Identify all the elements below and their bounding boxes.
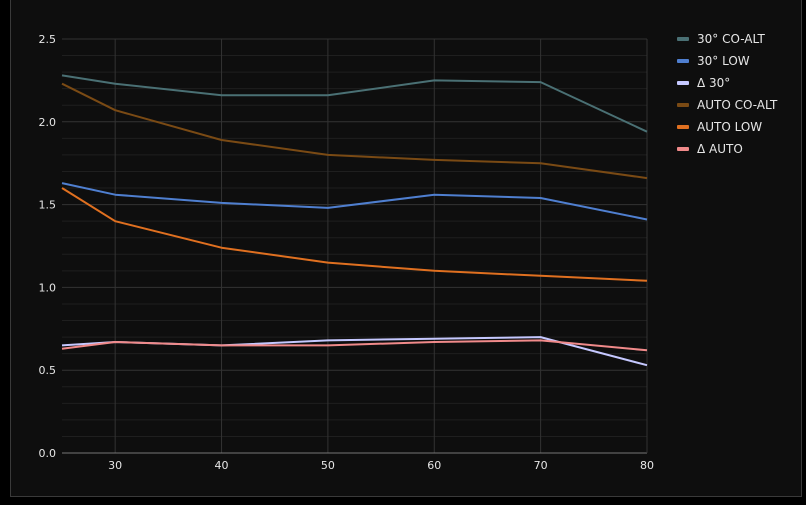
legend-swatch	[677, 37, 689, 41]
legend-swatch	[677, 81, 689, 85]
legend[interactable]: 30° CO-ALT 30° LOW Δ 30° AUTO CO-ALT AUTO LO…	[677, 32, 778, 156]
legend-item[interactable]: Δ 30°	[677, 76, 730, 90]
legend-item[interactable]: Δ AUTO	[677, 142, 743, 156]
legend-label: AUTO CO-ALT	[697, 98, 778, 112]
series-line-4	[61, 187, 648, 282]
y-tick-label: 2.5	[39, 33, 57, 46]
legend-label: AUTO LOW	[697, 120, 762, 134]
chart-panel	[10, 0, 802, 497]
legend-label: Δ AUTO	[697, 142, 743, 156]
series-line-5	[61, 339, 648, 352]
series-lines	[61, 74, 648, 367]
series-line-1	[61, 182, 648, 221]
legend-swatch	[677, 103, 689, 107]
axes	[62, 39, 648, 454]
y-tick-label: 0.0	[39, 447, 57, 460]
legend-label: 30° CO-ALT	[697, 32, 766, 46]
legend-swatch	[677, 59, 689, 63]
legend-swatch	[677, 147, 689, 151]
legend-label: Δ 30°	[697, 76, 730, 90]
y-tick-label: 2.0	[39, 116, 57, 129]
y-tick-label: 1.0	[39, 281, 57, 294]
x-tick-label: 40	[215, 459, 229, 472]
x-tick-label: 80	[640, 459, 654, 472]
legend-item[interactable]: 30° LOW	[677, 54, 750, 68]
series-line-3	[61, 82, 648, 180]
series-line-0	[61, 74, 648, 133]
x-tick-label: 70	[534, 459, 548, 472]
tick-labels: 0.0 0.5 1.0 1.5 2.0 2.5 30 40 50 60 70 80	[39, 33, 655, 472]
grid-major	[62, 38, 648, 454]
grid-minor	[62, 55, 647, 437]
legend-label: 30° LOW	[697, 54, 750, 68]
x-tick-label: 60	[427, 459, 441, 472]
x-tick-label: 30	[108, 459, 122, 472]
legend-swatch	[677, 125, 689, 129]
legend-item[interactable]: AUTO LOW	[677, 120, 762, 134]
legend-item[interactable]: AUTO CO-ALT	[677, 98, 778, 112]
y-tick-label: 0.5	[39, 364, 57, 377]
legend-item[interactable]: 30° CO-ALT	[677, 32, 766, 46]
x-tick-label: 50	[321, 459, 335, 472]
y-tick-label: 1.5	[39, 199, 57, 212]
